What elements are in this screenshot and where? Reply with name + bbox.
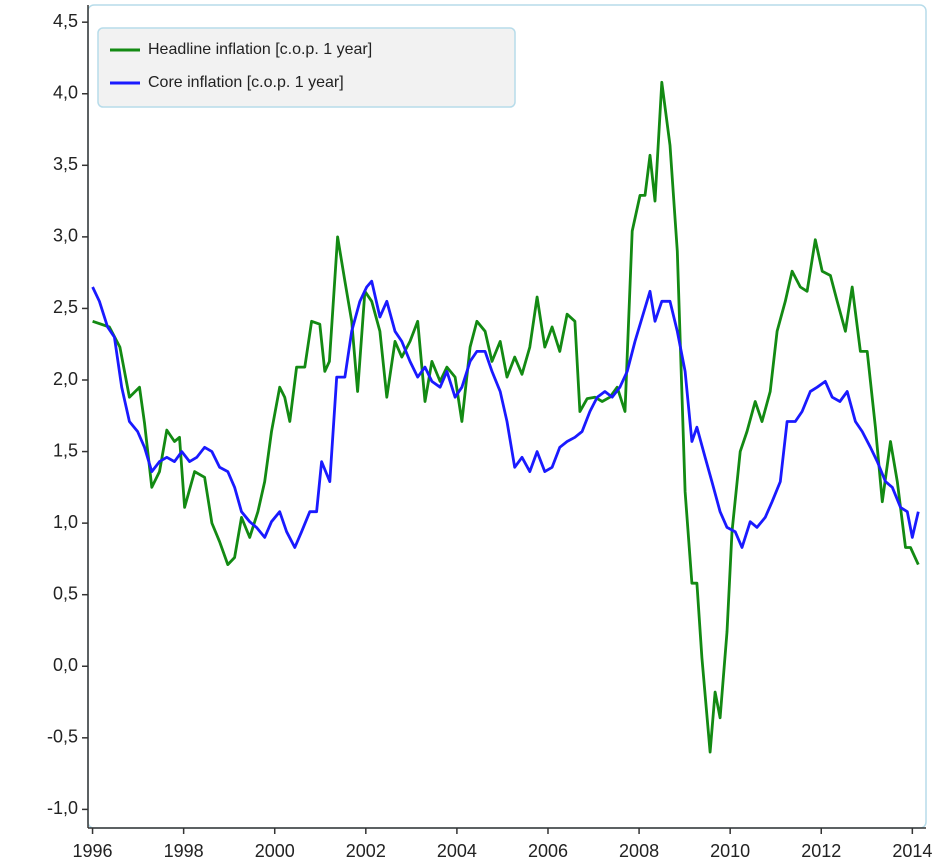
x-tick-label: 2010 (710, 841, 750, 861)
series-line (92, 80, 920, 754)
x-tick-label: 2004 (437, 841, 477, 861)
y-tick-label: 2,5 (53, 297, 78, 317)
x-tick-label: 2002 (346, 841, 386, 861)
y-tick-label: 1,5 (53, 440, 78, 460)
y-tick-label: 0,0 (53, 655, 78, 675)
y-tick-label: 3,5 (53, 154, 78, 174)
legend (97, 27, 516, 108)
y-tick-label: -1,0 (47, 798, 78, 818)
y-tick-label: 3,0 (53, 226, 78, 246)
x-tick-label: 1996 (73, 841, 113, 861)
x-tick-label: 2014 (892, 841, 932, 861)
y-tick-label: 4,0 (53, 82, 78, 102)
y-tick-label: 4,5 (53, 11, 78, 31)
x-tick-label: 2006 (528, 841, 568, 861)
y-tick-label: 2,0 (53, 369, 78, 389)
series-layer (91, 80, 920, 754)
legend-label: Headline inflation [c.o.p. 1 year] (148, 41, 372, 58)
x-tick-label: 2000 (255, 841, 295, 861)
y-tick-label: 0,5 (53, 583, 78, 603)
x-tick-label: 2012 (801, 841, 841, 861)
x-tick-label: 1998 (164, 841, 204, 861)
legend-label: Core inflation [c.o.p. 1 year] (148, 74, 344, 91)
y-tick-label: 1,0 (53, 512, 78, 532)
series-line (91, 279, 920, 549)
y-tick-label: -0,5 (47, 727, 78, 747)
x-tick-label: 2008 (619, 841, 659, 861)
